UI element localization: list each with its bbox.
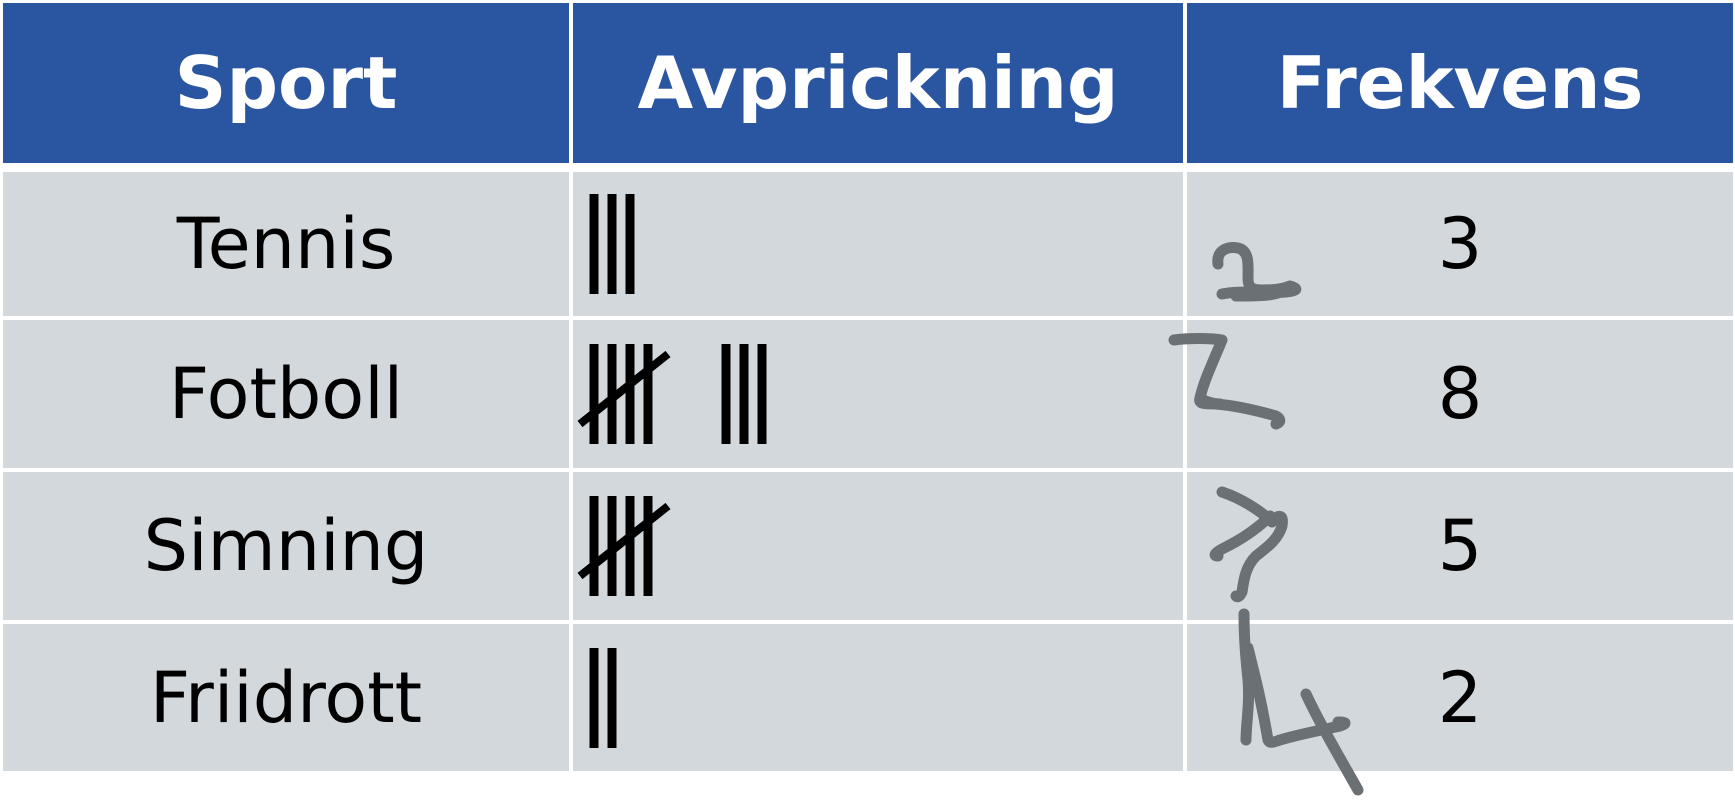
frequency-cell: 5: [1187, 472, 1733, 620]
tally-cell: [573, 472, 1183, 620]
frequency-cell: 3: [1187, 172, 1733, 316]
sport-cell: Simning: [3, 472, 569, 620]
tally-cell: [573, 172, 1183, 316]
frequency-cell: 8: [1187, 320, 1733, 468]
sport-cell: Tennis: [3, 172, 569, 316]
sport-cell: Fotboll: [3, 320, 569, 468]
frequency-cell: 2: [1187, 624, 1733, 771]
header-frekvens: Frekvens: [1187, 3, 1733, 163]
header-sport: Sport: [3, 3, 569, 163]
sport-cell: Friidrott: [3, 624, 569, 771]
tally-cell: [573, 624, 1183, 771]
header-avprickning: Avprickning: [573, 3, 1183, 163]
tally-cell: [573, 320, 1183, 468]
